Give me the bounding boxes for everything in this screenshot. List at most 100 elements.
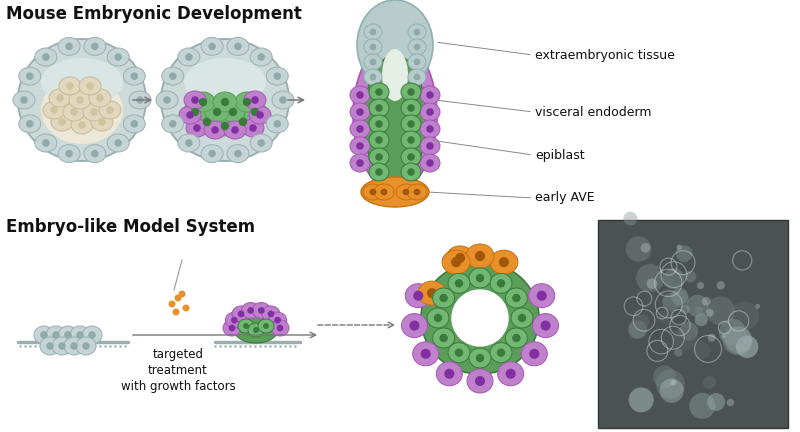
Circle shape (356, 91, 364, 99)
Circle shape (626, 236, 651, 262)
Circle shape (723, 326, 752, 355)
Ellipse shape (433, 328, 454, 348)
Circle shape (213, 108, 221, 116)
Ellipse shape (51, 113, 73, 131)
Ellipse shape (408, 69, 426, 85)
Circle shape (169, 301, 175, 308)
Ellipse shape (162, 67, 184, 85)
Circle shape (677, 245, 682, 250)
Circle shape (512, 294, 521, 302)
Ellipse shape (407, 184, 427, 200)
Circle shape (277, 324, 283, 331)
Ellipse shape (369, 131, 389, 149)
Circle shape (719, 319, 746, 346)
Circle shape (686, 295, 709, 317)
Circle shape (439, 334, 448, 342)
Ellipse shape (350, 86, 370, 104)
Circle shape (356, 108, 364, 116)
Circle shape (234, 43, 242, 50)
Ellipse shape (420, 120, 440, 138)
Circle shape (673, 291, 689, 308)
Ellipse shape (156, 91, 178, 109)
Circle shape (130, 72, 138, 80)
Circle shape (434, 314, 442, 322)
Circle shape (66, 82, 74, 90)
Circle shape (497, 349, 506, 357)
Ellipse shape (533, 314, 558, 337)
Ellipse shape (244, 91, 266, 109)
Circle shape (656, 369, 685, 399)
Ellipse shape (58, 38, 80, 55)
Ellipse shape (107, 134, 129, 152)
Ellipse shape (252, 302, 270, 318)
Ellipse shape (89, 89, 111, 107)
Circle shape (58, 118, 66, 126)
Ellipse shape (418, 281, 446, 305)
Ellipse shape (79, 77, 101, 95)
Circle shape (243, 323, 249, 329)
Ellipse shape (235, 92, 259, 112)
Circle shape (221, 98, 229, 106)
Circle shape (679, 322, 698, 341)
Ellipse shape (162, 115, 184, 133)
Ellipse shape (224, 121, 246, 139)
Ellipse shape (91, 113, 113, 131)
Ellipse shape (401, 115, 421, 133)
Ellipse shape (364, 54, 382, 70)
Ellipse shape (396, 184, 416, 200)
Ellipse shape (498, 362, 524, 386)
Ellipse shape (184, 91, 206, 109)
Ellipse shape (363, 184, 383, 200)
Circle shape (451, 257, 461, 267)
Circle shape (58, 342, 66, 350)
Ellipse shape (469, 268, 491, 288)
Circle shape (247, 307, 254, 314)
Ellipse shape (46, 326, 66, 344)
Ellipse shape (184, 58, 266, 106)
Circle shape (70, 108, 78, 116)
Circle shape (231, 126, 238, 134)
Ellipse shape (231, 112, 255, 132)
Circle shape (414, 44, 420, 51)
Circle shape (476, 274, 484, 282)
Circle shape (407, 168, 414, 176)
Circle shape (198, 98, 207, 106)
Ellipse shape (227, 38, 249, 55)
Circle shape (414, 29, 420, 35)
Circle shape (114, 139, 122, 147)
Circle shape (506, 369, 516, 379)
Ellipse shape (262, 306, 280, 322)
Circle shape (370, 44, 376, 51)
Ellipse shape (401, 163, 421, 181)
Ellipse shape (161, 39, 289, 161)
Circle shape (229, 108, 237, 116)
Circle shape (454, 279, 463, 288)
Ellipse shape (226, 312, 243, 328)
Circle shape (693, 342, 710, 359)
Ellipse shape (490, 343, 512, 362)
Circle shape (421, 349, 430, 359)
Ellipse shape (64, 337, 84, 355)
Ellipse shape (59, 77, 81, 95)
Circle shape (203, 118, 211, 126)
Circle shape (20, 96, 28, 104)
Circle shape (90, 108, 98, 116)
Circle shape (518, 314, 526, 322)
Circle shape (623, 212, 638, 226)
Ellipse shape (84, 145, 106, 162)
Ellipse shape (129, 91, 151, 109)
Circle shape (375, 136, 382, 144)
Circle shape (274, 317, 281, 324)
Circle shape (231, 317, 238, 324)
Circle shape (186, 111, 194, 119)
Circle shape (42, 139, 50, 147)
Ellipse shape (408, 24, 426, 40)
Ellipse shape (58, 326, 78, 344)
Ellipse shape (436, 362, 462, 386)
Circle shape (537, 291, 546, 301)
Circle shape (530, 349, 539, 359)
Ellipse shape (490, 250, 518, 274)
Circle shape (370, 59, 376, 65)
Circle shape (96, 94, 104, 102)
Ellipse shape (195, 112, 219, 132)
